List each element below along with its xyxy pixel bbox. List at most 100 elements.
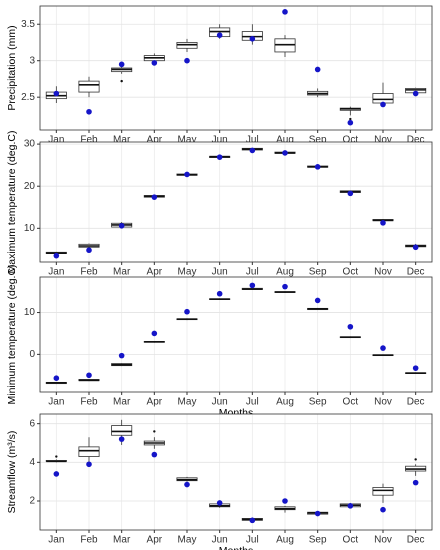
x-tick-label: Jul (246, 535, 259, 546)
panel-background (40, 414, 432, 530)
y-tick-label: 10 (24, 223, 36, 234)
panel-border (39, 413, 433, 531)
observed-point (151, 60, 158, 66)
observed-point (282, 498, 288, 504)
x-tick-label: Sep (309, 397, 327, 408)
panel-background (40, 6, 432, 130)
y-tick-label: 4 (29, 457, 35, 468)
x-tick-label: Jun (212, 135, 228, 146)
observed-point (184, 308, 190, 315)
y-tick-label: 3.5 (21, 19, 35, 30)
x-tick-label: Dec (407, 397, 425, 408)
observed-point (151, 451, 158, 458)
observed-point (347, 190, 354, 197)
y-tick-label: 10 (24, 307, 36, 318)
y-axis-title: Precipitation (mm) (6, 25, 18, 110)
outlier (120, 79, 123, 83)
x-tick-label: Sep (309, 267, 327, 278)
x-tick-label: Mar (113, 397, 131, 408)
observed-point (380, 220, 386, 226)
observed-point (86, 461, 92, 468)
x-tick-label: Jul (246, 267, 259, 278)
observed-point (216, 32, 223, 38)
outlier (414, 458, 417, 461)
x-tick-label: Dec (407, 535, 425, 546)
x-axis-title: Months (219, 545, 253, 550)
panel-border (39, 5, 433, 131)
x-tick-label: Feb (80, 535, 98, 546)
x-tick-label: Jul (246, 135, 259, 146)
observed-point (314, 510, 321, 517)
observed-point (282, 283, 288, 290)
x-tick-label: Oct (343, 535, 359, 546)
observed-point (347, 119, 354, 126)
observed-point (249, 517, 256, 524)
y-tick-label: 2 (29, 496, 35, 507)
x-tick-label: Apr (147, 135, 163, 146)
observed-point (347, 503, 354, 509)
x-tick-label: May (178, 135, 197, 146)
x-tick-label: May (178, 397, 197, 408)
observed-point (53, 375, 60, 382)
observed-point (216, 500, 223, 506)
x-tick-label: Nov (374, 267, 392, 278)
observed-point (53, 471, 60, 477)
x-tick-label: Aug (276, 535, 294, 546)
panel-border (39, 141, 433, 263)
x-tick-label: Feb (80, 397, 98, 408)
box (372, 93, 394, 104)
x-tick-label: Aug (276, 135, 294, 146)
x-tick-label: Nov (374, 135, 392, 146)
observed-point (118, 352, 125, 359)
panel-background (40, 277, 432, 392)
observed-point (347, 323, 354, 330)
observed-point (314, 164, 321, 170)
y-axis-title: Maximum temperature (deg.C) (6, 131, 18, 274)
observed-point (412, 479, 419, 486)
observed-point (184, 481, 190, 488)
observed-point (380, 345, 386, 351)
observed-point (282, 9, 288, 15)
x-tick-label: Jan (48, 135, 64, 146)
observed-point (216, 154, 223, 160)
observed-point (184, 57, 190, 64)
x-tick-label: Oct (343, 135, 359, 146)
x-tick-label: Mar (113, 135, 131, 146)
x-tick-label: Jun (212, 397, 228, 408)
observed-point (249, 36, 256, 42)
x-tick-label: Oct (343, 267, 359, 278)
x-tick-label: Apr (147, 267, 163, 278)
y-tick-label: 3 (29, 55, 35, 66)
x-tick-label: Sep (309, 135, 327, 146)
x-tick-label: Jul (246, 397, 259, 408)
x-tick-label: Oct (343, 397, 359, 408)
x-tick-label: Dec (407, 267, 425, 278)
x-tick-label: Apr (147, 535, 163, 546)
y-tick-label: 6 (29, 418, 35, 429)
observed-point (216, 290, 223, 297)
observed-point (314, 66, 321, 73)
x-tick-label: Sep (309, 535, 327, 546)
y-tick-label: 20 (24, 181, 36, 192)
observed-point (249, 282, 256, 289)
outlier (55, 455, 58, 458)
observed-point (86, 247, 92, 254)
observed-point (53, 252, 60, 259)
observed-point (380, 506, 386, 513)
y-axis-title: Streamflow (m³/s) (6, 431, 18, 514)
outlier (153, 430, 156, 433)
panel-border (39, 276, 433, 393)
x-tick-label: Jan (48, 267, 64, 278)
x-tick-label: Jan (48, 535, 64, 546)
x-tick-label: Jan (48, 397, 64, 408)
outlier (349, 117, 352, 121)
observed-point (151, 330, 158, 337)
observed-point (412, 90, 419, 97)
observed-point (118, 222, 125, 229)
x-tick-label: Nov (374, 535, 392, 546)
observed-point (314, 297, 321, 304)
y-tick-label: 2.5 (21, 92, 35, 103)
observed-point (249, 147, 256, 154)
x-tick-label: Jun (212, 535, 228, 546)
box (78, 80, 100, 93)
